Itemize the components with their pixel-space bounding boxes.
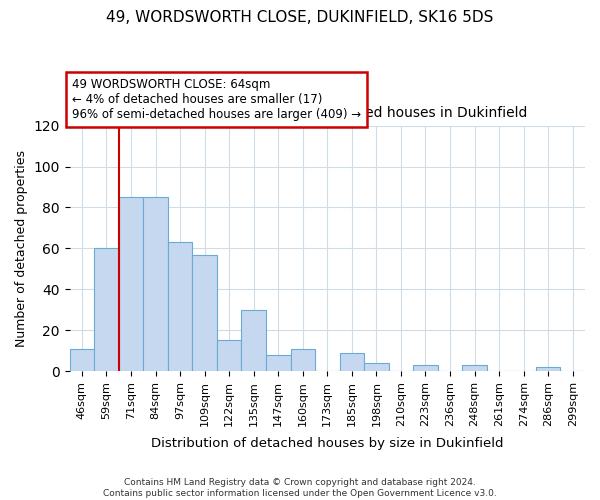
Bar xyxy=(413,365,438,371)
X-axis label: Distribution of detached houses by size in Dukinfield: Distribution of detached houses by size … xyxy=(151,437,503,450)
Y-axis label: Number of detached properties: Number of detached properties xyxy=(15,150,28,347)
Bar xyxy=(119,198,143,371)
Bar xyxy=(290,348,315,371)
Bar xyxy=(462,365,487,371)
Text: Contains HM Land Registry data © Crown copyright and database right 2024.
Contai: Contains HM Land Registry data © Crown c… xyxy=(103,478,497,498)
Bar xyxy=(193,254,217,371)
Bar xyxy=(217,340,241,371)
Bar xyxy=(241,310,266,371)
Bar xyxy=(70,348,94,371)
Text: 49 WORDSWORTH CLOSE: 64sqm
← 4% of detached houses are smaller (17)
96% of semi-: 49 WORDSWORTH CLOSE: 64sqm ← 4% of detac… xyxy=(72,78,361,121)
Bar xyxy=(94,248,119,371)
Title: Size of property relative to detached houses in Dukinfield: Size of property relative to detached ho… xyxy=(127,106,527,120)
Bar xyxy=(266,354,290,371)
Bar xyxy=(340,352,364,371)
Bar xyxy=(168,242,193,371)
Text: 49, WORDSWORTH CLOSE, DUKINFIELD, SK16 5DS: 49, WORDSWORTH CLOSE, DUKINFIELD, SK16 5… xyxy=(106,10,494,25)
Bar xyxy=(143,198,168,371)
Bar xyxy=(364,363,389,371)
Bar xyxy=(536,367,560,371)
